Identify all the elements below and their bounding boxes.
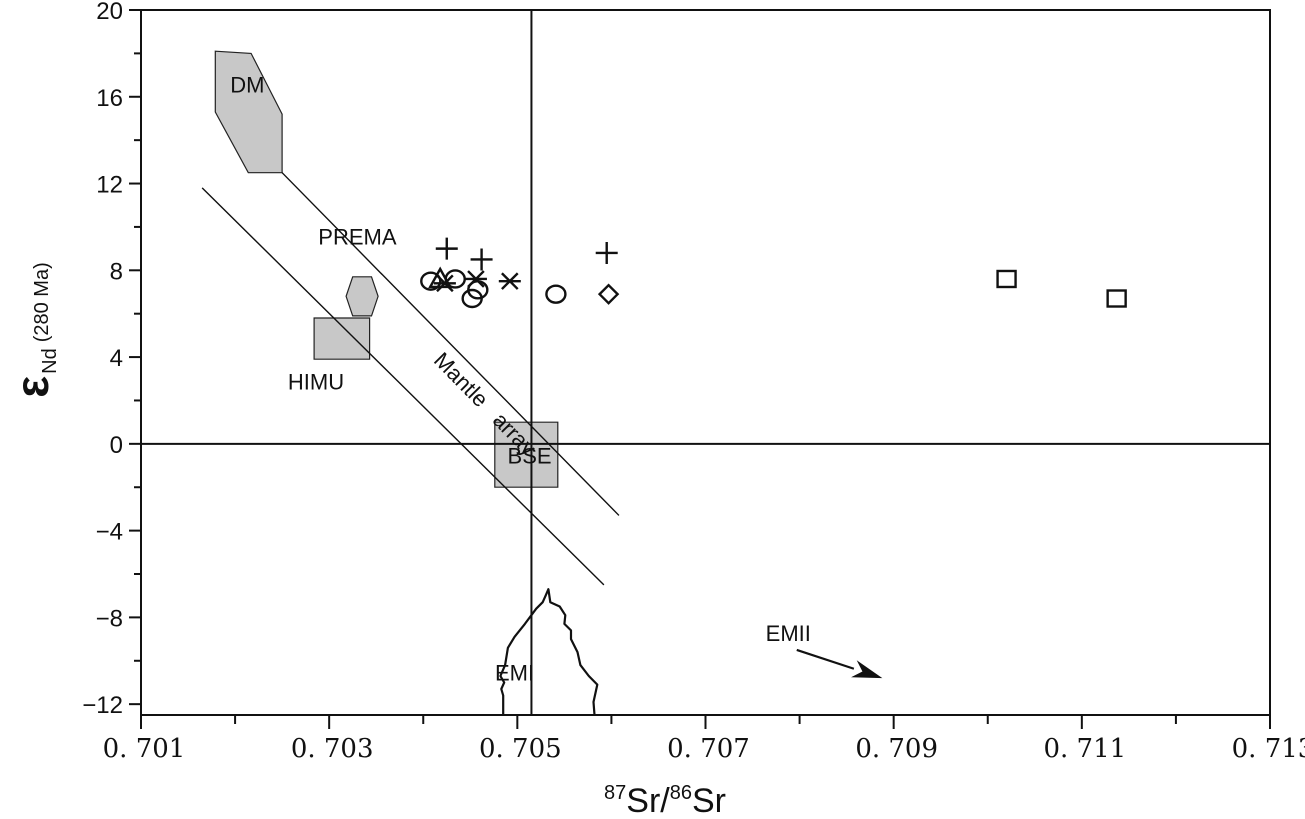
y-axis-sub: Nd (39, 348, 61, 374)
axes-layer (140, 9, 1271, 716)
y-axis-title: εNd (280 Ma) (6, 262, 61, 397)
sample-point-circle (420, 271, 442, 291)
y-tick-label: 16 (96, 85, 123, 112)
emii-arrow-shaft (796, 648, 855, 670)
y-axis-suffix: (280 Ma) (31, 262, 53, 342)
y-tick-label: 12 (96, 172, 123, 199)
points-layer (420, 237, 1127, 309)
region-label-prema: PREMA (318, 224, 397, 249)
emii-arrow-head (851, 660, 883, 679)
plot-frame (140, 9, 1271, 716)
x-axis-part1: Sr/ (626, 782, 670, 819)
x-tick-label: 0. 713 (1232, 734, 1305, 764)
y-tick-label: −4 (96, 519, 123, 546)
x-tick-label: 0. 701 (103, 734, 186, 764)
x-axis-sup2: 86 (670, 782, 692, 804)
sample-point-square (1106, 289, 1127, 308)
region-himu (313, 317, 371, 360)
sample-point-circle (545, 284, 567, 304)
mantle-array-word: Mantle (429, 347, 493, 412)
region-label-bse: BSE (508, 443, 552, 468)
x-tick-label: 0. 705 (479, 734, 562, 764)
sample-point-square (996, 269, 1017, 289)
y-tick-label: 0 (110, 432, 123, 459)
y-axis-main: ε (6, 376, 58, 398)
mantle-array-line (201, 187, 605, 586)
x-tick-label: 0. 707 (667, 734, 750, 764)
x-tick-label: 0. 711 (1043, 734, 1126, 764)
sample-point-asterisk (498, 272, 521, 290)
x-axis-sup1: 87 (604, 782, 626, 804)
region-emi-outline (499, 588, 599, 716)
mantle-array-line (281, 172, 620, 516)
y-tick-label: −12 (82, 692, 123, 719)
x-tick-label: 0. 709 (855, 734, 938, 764)
y-tick-label: 20 (96, 0, 123, 25)
ticks-layer: 0. 701 0. 703 0. 705 0. 707 0. 709 0. 711 0. 7… (82, 0, 1305, 764)
region-label-emi: EMI (495, 660, 534, 685)
sample-point-plus (595, 241, 618, 264)
lines-layer (141, 10, 1270, 716)
sample-point-circle (461, 288, 483, 309)
region-label-dm: DM (230, 72, 264, 97)
x-tick-label: 0. 703 (291, 734, 374, 764)
region-dm (214, 50, 283, 174)
sample-point-diamond (597, 283, 620, 305)
sample-point-triangle (428, 266, 453, 289)
region-label-emii: EMII (766, 621, 811, 646)
y-tick-label: −8 (96, 605, 123, 632)
x-axis-title: 87Sr/86Sr (604, 782, 726, 819)
sample-point-plus (470, 248, 493, 271)
y-tick-label: 4 (110, 345, 123, 372)
y-tick-label: 8 (110, 258, 123, 285)
sample-point-plus (435, 237, 458, 260)
region-bse (494, 421, 559, 488)
regions-layer (214, 50, 559, 488)
region-label-himu: HIMU (288, 370, 344, 395)
x-axis-part2: Sr (692, 782, 726, 819)
region-prema (345, 276, 379, 317)
